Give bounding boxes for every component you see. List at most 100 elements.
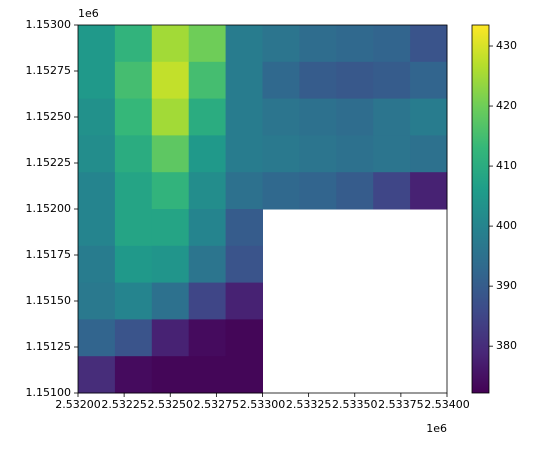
x-tick-label: 2.53325 — [286, 398, 332, 411]
heat-cell — [188, 25, 227, 63]
heat-cell — [114, 135, 153, 173]
heat-cell — [78, 98, 116, 136]
heat-cell — [151, 61, 190, 100]
heat-cell — [151, 98, 190, 136]
heat-cell — [151, 356, 190, 394]
heat-cell — [262, 172, 300, 210]
heat-cell — [410, 135, 448, 173]
heat-cell — [114, 209, 153, 247]
heat-cell — [262, 61, 300, 100]
heat-cell — [373, 61, 411, 100]
x-tick-label: 2.53225 — [101, 398, 147, 411]
heat-cell — [336, 61, 374, 100]
colorbar-tick-label: 380 — [496, 339, 517, 352]
x-offset-label: 1e6 — [426, 422, 447, 435]
heat-cell — [336, 135, 374, 173]
colorbar-tick-label: 410 — [496, 159, 517, 172]
heat-cell — [151, 172, 190, 210]
heat-cell — [225, 25, 263, 63]
y-tick-label: 1.15275 — [26, 64, 72, 77]
colorbar-tick-label: 420 — [496, 99, 517, 112]
x-tick-label: 2.53350 — [332, 398, 378, 411]
x-tick-label: 2.53200 — [55, 398, 101, 411]
y-tick-label: 1.15100 — [26, 386, 72, 399]
heat-cell — [410, 98, 448, 136]
heat-cell — [225, 209, 263, 247]
heat-cell — [410, 25, 448, 63]
heat-cell — [225, 282, 263, 320]
heat-cell — [225, 319, 263, 357]
heat-cell — [78, 209, 116, 247]
heat-cell — [151, 245, 190, 284]
y-tick-label: 1.15300 — [26, 18, 72, 31]
heat-cell — [410, 61, 448, 100]
heat-cell — [188, 135, 227, 173]
colorbar-tick-label: 390 — [496, 279, 517, 292]
heat-cell — [373, 25, 411, 63]
heat-cell — [373, 172, 411, 210]
heat-cell — [225, 98, 263, 136]
heat-cell — [225, 245, 263, 284]
y-tick-label: 1.15225 — [26, 156, 72, 169]
heat-cell — [373, 98, 411, 136]
heat-cell — [299, 172, 337, 210]
colorbar-tick-label: 400 — [496, 219, 517, 232]
heat-cell — [78, 61, 116, 100]
y-offset-label: 1e6 — [78, 7, 99, 20]
heat-cell — [78, 282, 116, 320]
heat-cell — [188, 209, 227, 247]
colorbar-tick-label: 430 — [496, 39, 517, 52]
heat-cell — [151, 209, 190, 247]
heat-cell — [78, 25, 116, 63]
heat-cell — [78, 356, 116, 394]
heat-cell — [151, 135, 190, 173]
heat-cell — [114, 282, 153, 320]
heat-cell — [262, 98, 300, 136]
y-tick-label: 1.15200 — [26, 202, 72, 215]
y-tick-label: 1.15250 — [26, 110, 72, 123]
x-tick-label: 2.53375 — [378, 398, 424, 411]
heat-cell — [78, 135, 116, 173]
y-tick-label: 1.15150 — [26, 294, 72, 307]
heat-cell — [151, 25, 190, 63]
heat-cell — [114, 25, 153, 63]
heat-cell — [299, 25, 337, 63]
heat-cell — [188, 356, 227, 394]
heat-cell — [151, 319, 190, 357]
heat-cell — [336, 172, 374, 210]
heat-cell — [225, 61, 263, 100]
heat-cell — [410, 172, 448, 210]
heat-cell — [114, 172, 153, 210]
heat-cell — [114, 319, 153, 357]
heat-cell — [299, 98, 337, 136]
y-tick-label: 1.15125 — [26, 340, 72, 353]
x-tick-label: 2.53250 — [148, 398, 194, 411]
heat-cell — [188, 282, 227, 320]
heat-cell — [151, 282, 190, 320]
heat-cell — [262, 25, 300, 63]
heat-cell — [225, 135, 263, 173]
x-tick-label: 2.53400 — [424, 398, 470, 411]
heat-cell — [299, 61, 337, 100]
heat-cell — [188, 172, 227, 210]
heat-cell — [336, 98, 374, 136]
heat-cell — [78, 319, 116, 357]
heat-cell — [336, 25, 374, 63]
heat-cell — [114, 245, 153, 284]
heat-cell — [188, 245, 227, 284]
heat-cell — [114, 356, 153, 394]
heat-cell — [114, 98, 153, 136]
heat-cell — [78, 172, 116, 210]
heat-cell — [225, 356, 263, 394]
heat-cell — [78, 245, 116, 284]
heat-cell — [373, 135, 411, 173]
colorbar — [471, 24, 490, 394]
x-tick-label: 2.53275 — [194, 398, 240, 411]
heat-cell — [262, 135, 300, 173]
heat-cell — [188, 98, 227, 136]
heat-cell — [299, 135, 337, 173]
y-tick-label: 1.15175 — [26, 248, 72, 261]
heat-cell — [225, 172, 263, 210]
heat-cell — [188, 61, 227, 100]
